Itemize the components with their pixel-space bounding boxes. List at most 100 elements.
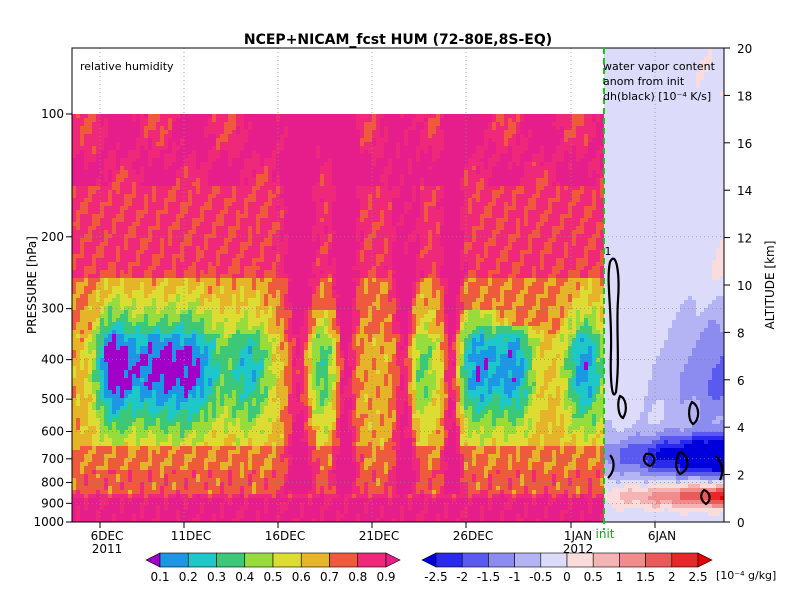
humidity-cell: [96, 246, 101, 251]
humidity-cell: [600, 126, 604, 131]
humidity-cell: [164, 130, 169, 135]
humidity-cell: [392, 198, 397, 203]
humidity-cell: [500, 250, 505, 255]
humidity-cell: [116, 150, 121, 155]
humidity-cell: [152, 226, 157, 231]
humidity-cell: [280, 246, 285, 251]
humidity-cell: [260, 134, 265, 139]
humidity-cell: [284, 174, 289, 179]
humidity-cell: [212, 202, 217, 207]
humidity-cell: [84, 238, 89, 243]
humidity-cell: [228, 238, 233, 243]
humidity-cell: [220, 142, 225, 147]
humidity-cell: [292, 174, 297, 179]
humidity-cell: [308, 226, 313, 231]
humidity-cell: [324, 154, 329, 159]
humidity-cell: [172, 194, 177, 199]
humidity-cell: [296, 190, 301, 195]
humidity-cell: [232, 174, 237, 179]
humidity-cell: [368, 146, 373, 151]
humidity-cell: [140, 246, 145, 251]
humidity-cell: [228, 254, 233, 259]
humidity-cell: [352, 202, 357, 207]
humidity-cell: [224, 158, 229, 163]
humidity-cell: [240, 158, 245, 163]
humidity-cell: [500, 166, 505, 171]
humidity-cell: [256, 242, 261, 247]
humidity-cell: [76, 170, 81, 175]
humidity-cell: [264, 222, 269, 227]
humidity-cell: [292, 166, 297, 171]
humidity-cell: [548, 234, 553, 239]
humidity-cell: [404, 202, 409, 207]
humidity-cell: [560, 174, 565, 179]
humidity-cell: [88, 226, 93, 231]
humidity-cell: [204, 178, 209, 183]
humidity-cell: [236, 182, 241, 187]
humidity-cell: [436, 198, 441, 203]
humidity-cell: [516, 218, 521, 223]
humidity-cell: [412, 134, 417, 139]
humidity-cell: [92, 158, 97, 163]
humidity-cell: [492, 210, 497, 215]
humidity-cell: [188, 130, 193, 135]
humidity-cell: [264, 226, 269, 231]
humidity-cell: [120, 262, 125, 267]
humidity-cell: [168, 138, 173, 143]
humidity-cell: [72, 238, 77, 243]
humidity-cell: [128, 262, 133, 267]
humidity-cell: [576, 210, 581, 215]
humidity-cell: [248, 118, 253, 123]
humidity-cell: [128, 254, 133, 259]
humidity-cell: [480, 242, 485, 247]
humidity-cell: [136, 122, 141, 127]
humidity-cell: [344, 126, 349, 131]
humidity-cell: [580, 174, 585, 179]
humidity-cell: [324, 250, 329, 255]
humidity-cell: [372, 194, 377, 199]
humidity-cell: [592, 162, 597, 167]
humidity-cell: [348, 222, 353, 227]
humidity-cell: [396, 114, 401, 119]
humidity-cell: [336, 158, 341, 163]
humidity-cell: [116, 114, 121, 119]
humidity-cell: [188, 206, 193, 211]
humidity-cell: [124, 238, 129, 243]
humidity-cell: [448, 186, 453, 191]
humidity-cell: [368, 126, 373, 131]
humidity-cell: [596, 134, 601, 139]
humidity-cell: [268, 178, 273, 183]
humidity-cell: [196, 114, 201, 119]
humidity-cell: [124, 114, 129, 119]
humidity-cell: [180, 238, 185, 243]
humidity-cell: [568, 170, 573, 175]
humidity-cell: [504, 242, 509, 247]
humidity-cell: [84, 206, 89, 211]
humidity-cell: [556, 250, 561, 255]
humidity-cell: [572, 226, 577, 231]
humidity-cell: [548, 134, 553, 139]
humidity-cell: [596, 162, 601, 167]
humidity-cell: [288, 134, 293, 139]
humidity-cell: [460, 214, 465, 219]
humidity-cell: [100, 158, 105, 163]
humidity-cell: [88, 154, 93, 159]
humidity-cell: [412, 166, 417, 171]
humidity-cell: [508, 214, 513, 219]
humidity-cell: [560, 182, 565, 187]
humidity-cell: [240, 190, 245, 195]
humidity-cell: [428, 234, 433, 239]
humidity-cell: [380, 122, 385, 127]
humidity-cell: [576, 178, 581, 183]
humidity-cell: [572, 242, 577, 247]
humidity-cell: [284, 186, 289, 191]
humidity-cell: [288, 222, 293, 227]
humidity-cell: [524, 174, 529, 179]
humidity-cell: [424, 242, 429, 247]
humidity-cell: [472, 214, 477, 219]
humidity-cell: [296, 214, 301, 219]
humidity-cell: [256, 202, 261, 207]
humidity-cell: [232, 254, 237, 259]
humidity-cell: [440, 194, 445, 199]
humidity-cell: [328, 230, 333, 235]
